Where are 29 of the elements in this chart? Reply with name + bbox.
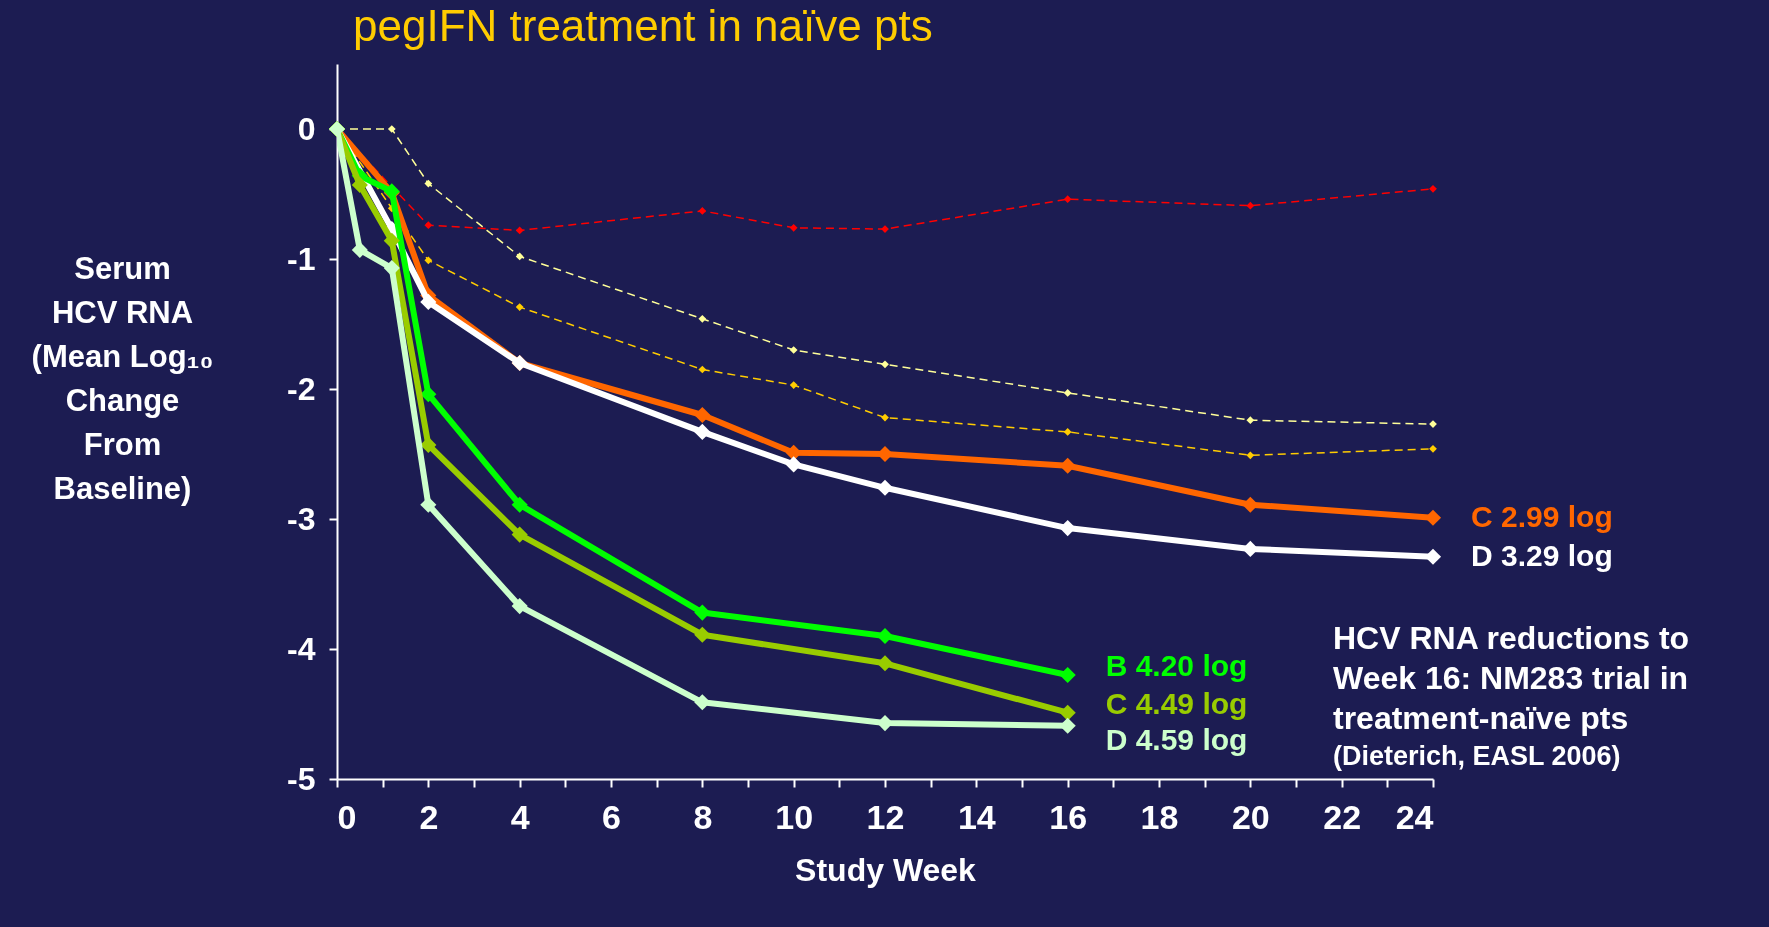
x-tick-label: 24 [1395,797,1434,836]
series-label: C 4.49 log [1105,687,1248,721]
x-tick-label: 18 [1140,797,1179,836]
x-tick-label: 14 [957,797,996,836]
x-tick-label: 10 [775,797,814,836]
x-tick-label: 20 [1231,797,1270,836]
x-tick-label: 16 [1049,797,1088,836]
y-axis-title: Serum HCV RNA (Mean Log₁₀ Change From Baseline) [31,250,214,506]
x-tick-label: 22 [1323,797,1362,836]
x-axis-title: Study Week [795,851,977,888]
series-label: B 4.20 log [1105,649,1248,683]
y-tick-label: -5 [287,760,316,797]
series-label: D 3.29 log [1471,538,1613,572]
y-tick-label: -3 [287,500,316,537]
annotation: HCV RNA reductions to Week 16: NM283 trial in treatment-naïve pts [1333,620,1690,736]
annotation: (Dieterich, EASL 2006) [1333,741,1621,771]
x-tick-label: 2 [419,797,439,836]
series-label: C 2.99 log [1471,499,1613,533]
x-tick-label: 0 [337,797,357,836]
x-tick-label: 4 [510,797,530,836]
x-tick-label: 8 [693,797,713,836]
series-label: D 4.59 log [1105,723,1248,757]
x-tick-label: 6 [602,797,621,836]
y-tick-label: -1 [287,240,316,277]
y-tick-label: -2 [287,370,316,407]
x-tick-label: 12 [866,797,905,836]
y-tick-label: 0 [297,110,316,147]
y-tick-label: -4 [287,630,316,667]
chart-title: pegIFN treatment in naïve pts [353,1,933,50]
